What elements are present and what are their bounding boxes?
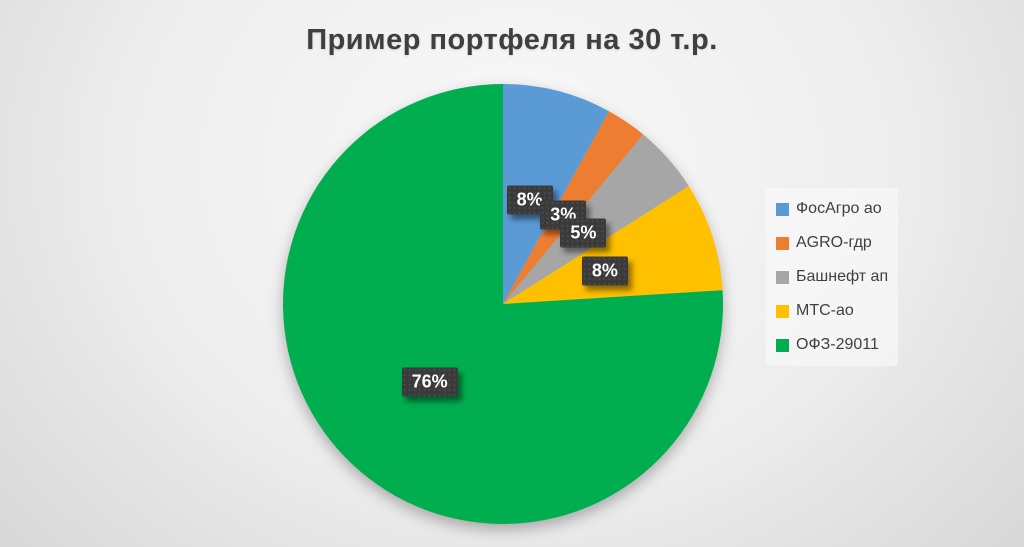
legend: ФосАгро ао AGRO-гдр Башнефт ап МТС-ао ОФЗ-29… xyxy=(766,188,898,366)
legend-item-label: Башнефт ап xyxy=(796,268,889,285)
legend-item-label: МТС-ао xyxy=(796,302,854,319)
pie-slice-4 xyxy=(503,186,723,304)
legend-item: ОФЗ-29011 xyxy=(776,336,898,354)
pie-slice-5 xyxy=(283,84,724,525)
data-label: 8% xyxy=(581,256,628,286)
legend-swatch xyxy=(776,338,789,352)
legend-swatch xyxy=(776,236,789,250)
chart-title: Пример портфеля на 30 т.р. xyxy=(306,24,718,56)
legend-item: ФосАгро ао xyxy=(776,200,898,218)
legend-item-label: AGRO-гдр xyxy=(796,234,872,251)
legend-item-label: ФосАгро ао xyxy=(796,200,882,217)
data-label: 76% xyxy=(401,367,458,397)
legend-item-label: ОФЗ-29011 xyxy=(796,336,879,353)
legend-swatch xyxy=(776,304,789,318)
legend-item: Башнефт ап xyxy=(776,268,898,286)
legend-item: AGRO-гдр xyxy=(776,234,898,252)
pie-slice-1 xyxy=(503,84,609,304)
legend-swatch xyxy=(776,270,789,284)
data-label: 8% xyxy=(506,185,553,215)
legend-swatch xyxy=(776,202,789,216)
legend-item: МТС-ао xyxy=(776,302,898,320)
data-label: 5% xyxy=(560,218,607,248)
